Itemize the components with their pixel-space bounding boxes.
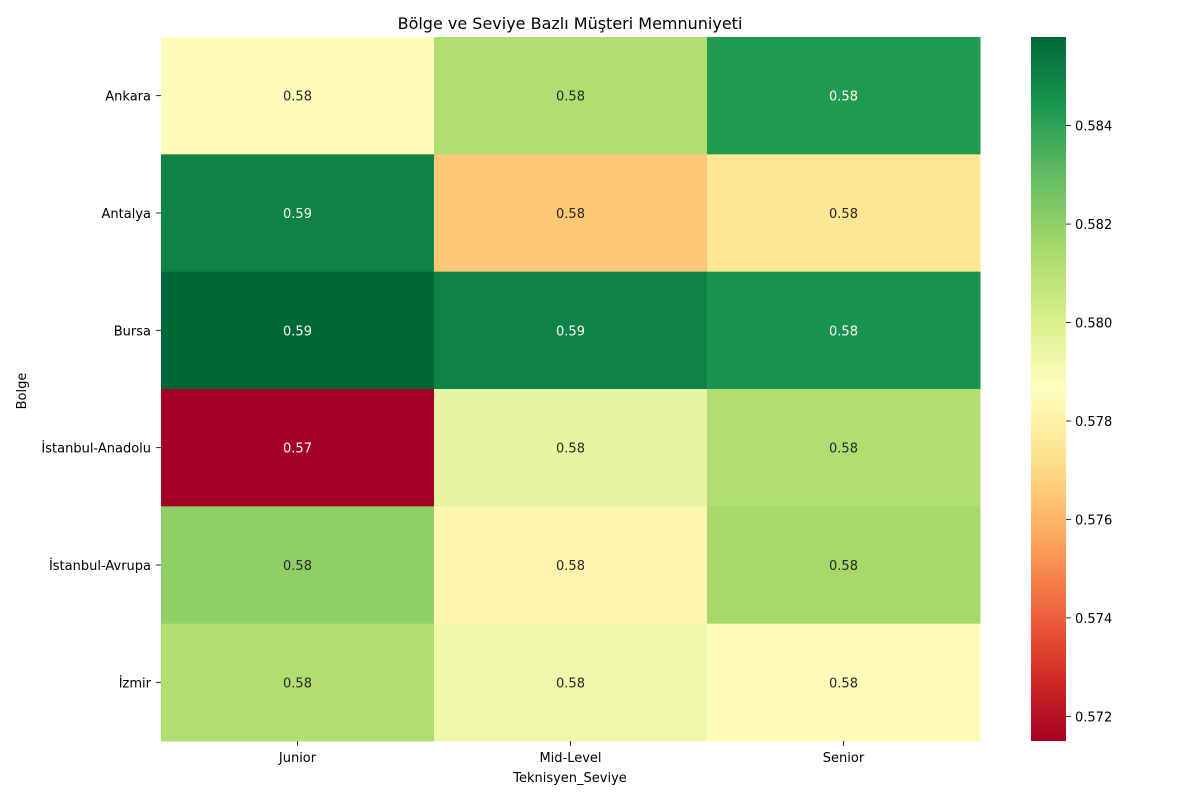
heatmap-cell bbox=[707, 506, 981, 625]
colorbar-tick-label: 0.574 bbox=[1075, 612, 1112, 627]
y-tick-label: Antalya bbox=[102, 207, 151, 222]
cell-annotation: 0.58 bbox=[829, 442, 858, 457]
y-tick-label: İstanbul-Avrupa bbox=[49, 558, 151, 574]
heatmap-cell bbox=[707, 37, 981, 155]
cell-annotation: 0.59 bbox=[556, 324, 585, 339]
colorbar-tick-label: 0.576 bbox=[1075, 513, 1112, 528]
cell-annotation: 0.57 bbox=[283, 442, 312, 457]
heatmap-cell bbox=[434, 154, 708, 273]
x-axis: Junior Mid-Level Senior bbox=[278, 741, 865, 766]
x-tick-label: Mid-Level bbox=[539, 751, 601, 766]
heatmap-cell bbox=[161, 271, 435, 390]
x-tick-label: Senior bbox=[823, 751, 865, 766]
y-tick-label: Ankara bbox=[105, 90, 151, 105]
cell-annotation: 0.58 bbox=[556, 207, 585, 222]
chart-title: Bölge ve Seviye Bazlı Müşteri Memnuniyet… bbox=[398, 14, 743, 33]
cell-annotation: 0.58 bbox=[283, 559, 312, 574]
cell-annotation: 0.58 bbox=[556, 559, 585, 574]
heatmap-cell bbox=[434, 389, 708, 507]
colorbar-ticks: 0.572 0.574 0.576 0.578 0.580 0.582 0.584 bbox=[1066, 120, 1112, 725]
heatmap-cell bbox=[707, 389, 981, 507]
y-axis: Ankara Antalya Bursa İstanbul-Anadolu İstanb… bbox=[41, 90, 161, 691]
heatmap-cell bbox=[161, 506, 435, 625]
x-tick-label: Junior bbox=[278, 751, 317, 766]
cell-annotation: 0.58 bbox=[556, 442, 585, 457]
heatmap-cell bbox=[434, 506, 708, 625]
cell-annotation: 0.58 bbox=[829, 559, 858, 574]
cell-annotation: 0.58 bbox=[556, 90, 585, 105]
colorbar bbox=[1031, 37, 1066, 741]
x-axis-label: Teknisyen_Seviye bbox=[512, 771, 627, 786]
heatmap-cell bbox=[161, 623, 435, 742]
y-axis-label: Bolge bbox=[15, 373, 30, 410]
heatmap-cells: 0.58 0.58 0.58 0.59 0.58 0.58 0.59 0.59 0.58 0.57… bbox=[161, 37, 981, 742]
cell-annotation: 0.58 bbox=[829, 676, 858, 691]
y-tick-label: İzmir bbox=[119, 675, 152, 691]
colorbar-tick-label: 0.572 bbox=[1075, 710, 1112, 725]
cell-annotation: 0.58 bbox=[829, 207, 858, 222]
cell-annotation: 0.58 bbox=[283, 90, 312, 105]
colorbar-tick-label: 0.582 bbox=[1075, 218, 1112, 233]
colorbar-tick-label: 0.578 bbox=[1075, 415, 1112, 430]
colorbar-tick-label: 0.580 bbox=[1075, 317, 1112, 332]
heatmap-cell bbox=[434, 271, 708, 390]
colorbar-tick-label: 0.584 bbox=[1075, 120, 1112, 135]
heatmap-cell bbox=[434, 37, 708, 155]
heatmap-cell bbox=[161, 389, 435, 507]
heatmap-cell bbox=[161, 37, 435, 155]
cell-annotation: 0.58 bbox=[829, 324, 858, 339]
y-tick-label: İstanbul-Anadolu bbox=[41, 441, 151, 457]
cell-annotation: 0.59 bbox=[283, 324, 312, 339]
heatmap-cell bbox=[161, 154, 435, 273]
cell-annotation: 0.58 bbox=[829, 90, 858, 105]
cell-annotation: 0.58 bbox=[556, 676, 585, 691]
heatmap-cell bbox=[707, 623, 981, 742]
cell-annotation: 0.58 bbox=[283, 676, 312, 691]
heatmap-cell bbox=[434, 623, 708, 742]
y-tick-label: Bursa bbox=[114, 324, 151, 339]
heatmap-cell bbox=[707, 154, 981, 273]
cell-annotation: 0.59 bbox=[283, 207, 312, 222]
heatmap-cell bbox=[707, 271, 981, 390]
